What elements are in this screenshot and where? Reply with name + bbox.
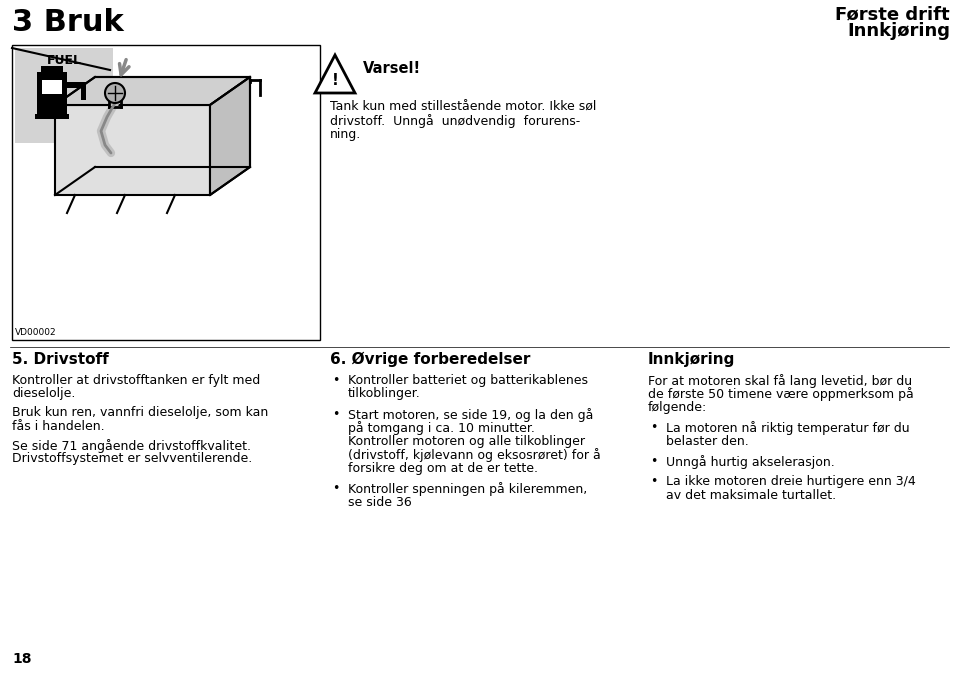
Text: (drivstoff, kjølevann og eksosrøret) for å: (drivstoff, kjølevann og eksosrøret) for… <box>348 448 600 462</box>
Text: Unngå hurtig akselerasjon.: Unngå hurtig akselerasjon. <box>666 455 834 469</box>
Text: av det maksimale turtallet.: av det maksimale turtallet. <box>666 489 836 501</box>
Text: Drivstoffsystemet er selvventilerende.: Drivstoffsystemet er selvventilerende. <box>12 452 252 465</box>
Text: 5. Drivstoff: 5. Drivstoff <box>12 352 108 367</box>
Polygon shape <box>55 77 250 105</box>
Text: La motoren nå riktig temperatur før du: La motoren nå riktig temperatur før du <box>666 421 910 435</box>
Bar <box>37 72 67 114</box>
Text: FUEL: FUEL <box>46 54 82 67</box>
Text: Bruk kun ren, vannfri dieselolje, som kan: Bruk kun ren, vannfri dieselolje, som ka… <box>12 406 269 419</box>
Text: •: • <box>650 475 657 488</box>
Text: 3 Bruk: 3 Bruk <box>12 8 124 37</box>
Polygon shape <box>210 77 250 195</box>
Text: Tank kun med stillestående motor. Ikke søl: Tank kun med stillestående motor. Ikke s… <box>330 101 596 114</box>
Text: Innkjøring: Innkjøring <box>648 352 736 367</box>
Text: Kontroller at drivstofftanken er fylt med: Kontroller at drivstofftanken er fylt me… <box>12 374 260 387</box>
Text: For at motoren skal få lang levetid, bør du: For at motoren skal få lang levetid, bør… <box>648 374 912 388</box>
Polygon shape <box>55 105 210 195</box>
Polygon shape <box>315 55 355 93</box>
Text: se side 36: se side 36 <box>348 495 411 508</box>
Text: de første 50 timene være oppmerksom på: de første 50 timene være oppmerksom på <box>648 388 914 402</box>
Text: 18: 18 <box>12 652 32 666</box>
Text: Kontroller spenningen på kileremmen,: Kontroller spenningen på kileremmen, <box>348 482 587 496</box>
Text: Kontroller motoren og alle tilkoblinger: Kontroller motoren og alle tilkoblinger <box>348 435 585 448</box>
Text: dieselolje.: dieselolje. <box>12 388 76 400</box>
Text: !: ! <box>332 73 339 88</box>
Text: Første drift: Første drift <box>835 5 950 23</box>
Text: La ikke motoren dreie hurtigere enn 3/4: La ikke motoren dreie hurtigere enn 3/4 <box>666 475 916 488</box>
Text: Innkjøring: Innkjøring <box>847 22 950 40</box>
Bar <box>15 48 113 143</box>
Text: •: • <box>650 455 657 468</box>
Bar <box>81 82 86 100</box>
Text: Kontroller batteriet og batterikablenes: Kontroller batteriet og batterikablenes <box>348 374 588 387</box>
Text: •: • <box>332 482 339 495</box>
Text: tilkoblinger.: tilkoblinger. <box>348 388 421 400</box>
Text: belaster den.: belaster den. <box>666 435 749 448</box>
Text: ning.: ning. <box>330 128 362 141</box>
Bar <box>67 82 83 88</box>
Text: 6. Øvrige forberedelser: 6. Øvrige forberedelser <box>330 352 530 367</box>
Text: •: • <box>332 374 339 387</box>
Text: drivstoff.  Unngå  unødvendig  forurens-: drivstoff. Unngå unødvendig forurens- <box>330 115 580 129</box>
Circle shape <box>105 83 125 103</box>
Text: på tomgang i ca. 10 minutter.: på tomgang i ca. 10 minutter. <box>348 421 535 435</box>
Text: VD00002: VD00002 <box>15 328 57 337</box>
Text: fås i handelen.: fås i handelen. <box>12 420 105 433</box>
Text: forsikre deg om at de er tette.: forsikre deg om at de er tette. <box>348 462 538 474</box>
Bar <box>12 45 320 340</box>
Text: •: • <box>332 408 339 421</box>
Text: Varsel!: Varsel! <box>363 61 421 76</box>
Text: følgende:: følgende: <box>648 401 707 414</box>
Bar <box>35 114 69 119</box>
Text: •: • <box>650 421 657 434</box>
Text: Se side 71 angående drivstoffkvalitet.: Se side 71 angående drivstoffkvalitet. <box>12 439 251 453</box>
Bar <box>42 80 62 94</box>
Bar <box>41 66 63 74</box>
Text: Start motoren, se side 19, og la den gå: Start motoren, se side 19, og la den gå <box>348 408 594 422</box>
